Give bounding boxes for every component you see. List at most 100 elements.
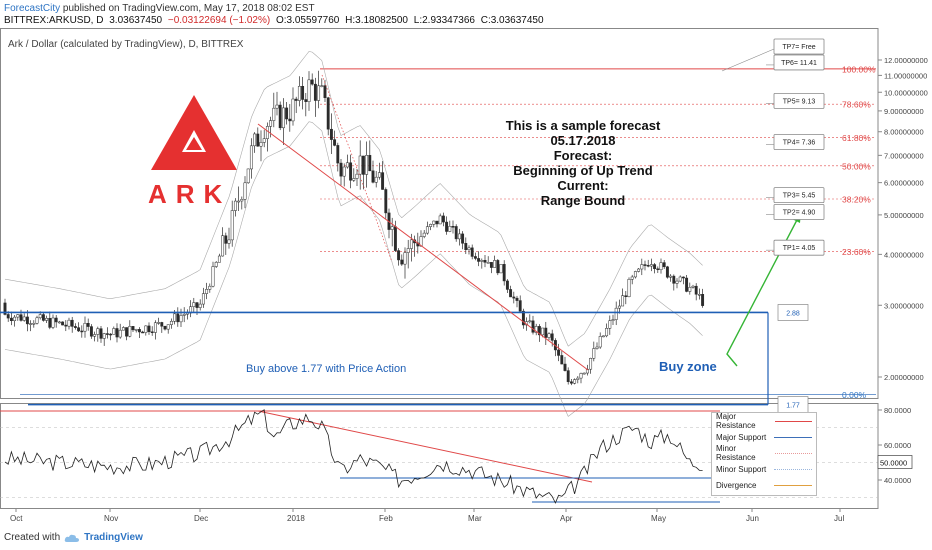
candle-body	[224, 235, 228, 244]
x-axis-tick-label: Apr	[560, 514, 573, 523]
candle-body	[25, 316, 29, 325]
candle-body	[291, 98, 295, 122]
candle-body	[86, 323, 90, 327]
tradingview-brand-link[interactable]: TradingView	[84, 532, 143, 543]
candle-body	[422, 232, 426, 237]
high-value: H:3.18082500	[345, 15, 408, 26]
symbol-label: BITTREX:ARKUSD, D	[4, 15, 104, 26]
legend-swatch	[775, 452, 812, 454]
fib-level-label: 61.80%	[842, 133, 871, 143]
y-axis-tick-label: 7.00000000	[884, 151, 924, 160]
candle-body	[582, 372, 586, 375]
x-axis-tick-label: Nov	[104, 514, 118, 523]
candle-body	[102, 333, 106, 339]
candle-body	[678, 276, 682, 282]
legend-label: Major Support	[716, 432, 767, 442]
candle-body	[672, 275, 676, 284]
candle-body	[230, 210, 234, 241]
candle-body	[192, 302, 196, 307]
candle-body	[470, 247, 474, 257]
candle-body	[19, 314, 23, 321]
author-link[interactable]: ForecastCity	[4, 3, 61, 14]
candle-body	[83, 323, 87, 332]
open-value: O:3.05597760	[275, 15, 340, 26]
candle-body	[355, 173, 359, 179]
candle-body	[147, 325, 151, 333]
candle-body	[256, 133, 260, 147]
candle-body	[105, 333, 109, 335]
price-change: −0.03122694 (−1.02%)	[167, 15, 271, 26]
candle-body	[406, 248, 410, 253]
resistance-trendline	[257, 123, 589, 371]
rsi-legend: Major Resistance Major Support Minor Res…	[711, 412, 817, 496]
candle-body	[137, 329, 141, 333]
candle-body	[89, 326, 93, 337]
legend-swatch	[775, 420, 812, 422]
candle-body	[509, 289, 513, 298]
candle-body	[51, 317, 55, 328]
candle-body	[528, 320, 532, 323]
low-value: L:2.93347366	[413, 15, 475, 26]
candle-body	[310, 79, 314, 85]
x-axis-tick-label: Jul	[834, 514, 844, 523]
rsi-divergence-trendline	[257, 410, 593, 483]
support-value-label: 2.88	[786, 310, 800, 317]
legend-row: Divergence	[712, 477, 816, 493]
candle-body	[493, 260, 497, 268]
candle-body	[409, 239, 413, 249]
forecast-line: Current:	[557, 178, 609, 193]
candle-body	[141, 331, 145, 334]
candle-body	[278, 104, 282, 129]
target-label: TP5= 9.13	[783, 98, 816, 105]
candle-body	[614, 307, 618, 320]
candle-body	[592, 348, 596, 359]
target-box	[773, 187, 825, 204]
fib-level-label: 38.20%	[842, 194, 871, 204]
candle-body	[67, 319, 71, 327]
candle-body	[64, 324, 68, 327]
candle-body	[557, 349, 561, 356]
candle-body	[377, 172, 381, 178]
candle-body	[13, 316, 17, 322]
fib-level-label: 78.60%	[842, 100, 871, 110]
candle-body	[694, 285, 698, 295]
candle-body	[624, 295, 628, 298]
legend-row: Minor Support	[712, 461, 816, 477]
candle-body	[467, 247, 471, 250]
candle-body	[35, 317, 39, 324]
candle-body	[576, 377, 580, 380]
candle-body	[617, 305, 621, 309]
candle-body	[589, 358, 593, 370]
candle-body	[579, 373, 583, 379]
forecast-line: Beginning of Up Trend	[513, 163, 653, 178]
band-line	[4, 51, 703, 347]
candle-body	[317, 85, 321, 101]
legend-swatch	[774, 484, 812, 486]
candle-body	[3, 302, 7, 315]
candle-body	[16, 314, 20, 318]
rsi-current-box	[877, 455, 913, 469]
candle-body	[233, 200, 237, 211]
candle-body	[153, 322, 157, 333]
candle-body	[621, 295, 625, 307]
x-axis-tick-label: Feb	[379, 514, 393, 523]
candle-body	[505, 280, 509, 290]
candles-group	[3, 70, 705, 386]
y-axis-tick-label: 5.00000000	[884, 211, 924, 220]
candle-body	[595, 346, 599, 349]
candle-body	[253, 133, 257, 147]
fib-level-label: 23.60%	[842, 247, 871, 257]
candle-body	[435, 220, 439, 225]
candle-body	[157, 322, 161, 324]
candle-body	[605, 328, 609, 337]
candle-body	[441, 215, 445, 223]
legend-label: Divergence	[716, 480, 757, 490]
candle-body	[265, 126, 269, 139]
x-axis-tick-label: Dec	[194, 514, 208, 523]
candle-body	[128, 326, 132, 337]
candle-body	[496, 260, 500, 274]
candle-body	[448, 226, 452, 232]
candle-body	[643, 264, 647, 266]
support-value-box	[777, 304, 809, 321]
